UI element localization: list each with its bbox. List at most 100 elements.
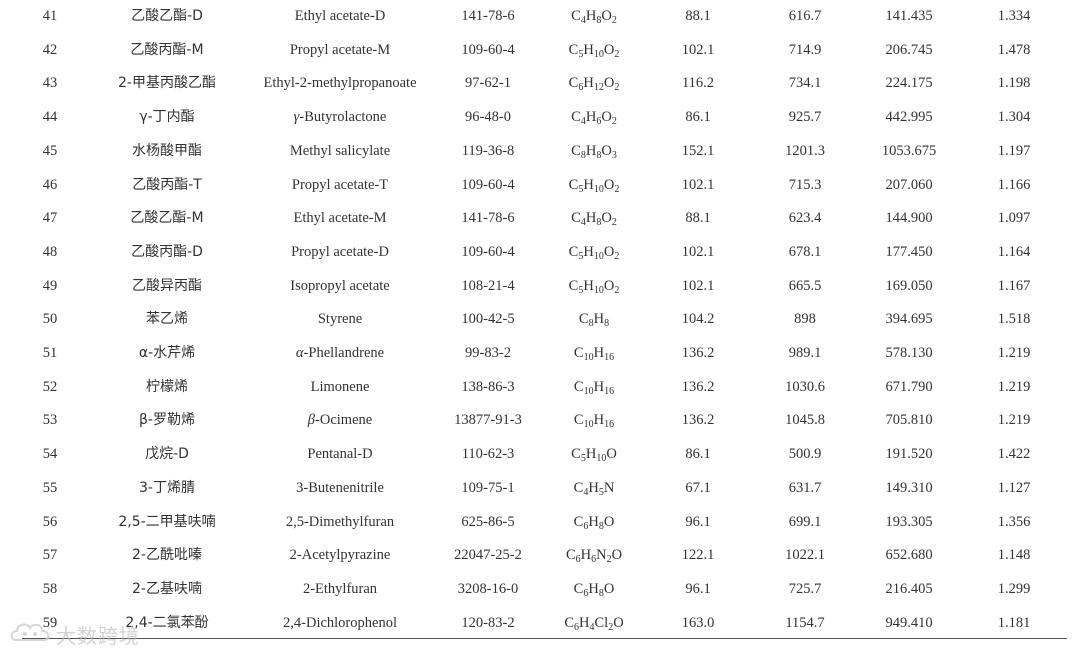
formula-text: O [601, 142, 612, 159]
formula-text: C [573, 580, 584, 597]
cell-retention-index: 500.9 [788, 446, 822, 463]
cell-retention-time: 652.680 [885, 547, 933, 564]
formula-subscript: 2 [611, 15, 617, 26]
cell-cas-number: 99-83-2 [465, 345, 511, 361]
formula-subscript: 6 [583, 587, 589, 599]
cell-cas-number: 625-86-5 [461, 513, 515, 530]
formula-subscript: 10 [593, 183, 604, 195]
cell-drift-time: 1.219 [997, 345, 1031, 361]
formula-subscript: 8 [596, 149, 602, 161]
formula-text: C [573, 345, 584, 361]
table-row: 45 水杨酸甲酯 Methyl salicylate 119-36-8 C8H8O3 15… [0, 135, 1080, 169]
cell-formula: C5H10O [571, 438, 617, 472]
cell-chinese-name: 柠檬烯 [146, 378, 188, 395]
cell-formula: C6H8O [574, 573, 615, 607]
cell-number: 47 [42, 210, 58, 227]
formula-text: O [603, 580, 615, 597]
cell-molecular-weight: 96.1 [685, 580, 711, 597]
table-row: 58 2-乙基呋喃 2-Ethylfuran 3208-16-0 C6H8O 96.1 72… [0, 573, 1080, 607]
formula-text: C [571, 109, 581, 126]
cell-english-name: Propyl acetate-M [290, 34, 390, 68]
cell-retention-time: 578.130 [885, 345, 933, 361]
cell-english-name: Isopropyl acetate [290, 270, 389, 304]
formula-text: C [568, 75, 579, 92]
cell-chinese-name: 乙酸丙酯-T [132, 176, 202, 193]
cell-chinese-name: 乙酸丙酯-M [130, 41, 204, 58]
formula-text: C [568, 176, 579, 193]
cell-drift-time: 1.167 [997, 277, 1031, 294]
formula-text: H [588, 580, 599, 597]
table-row: 50 苯乙烯 Styrene 100-42-5 C8H8 104.2 898 394.695 1… [0, 303, 1080, 337]
formula-subscript: 8 [598, 587, 604, 599]
cell-retention-time: 144.900 [885, 210, 933, 227]
formula-text: C [568, 243, 579, 260]
formula-subscript: 10 [593, 48, 604, 60]
formula-text: C [564, 614, 574, 631]
cell-molecular-weight: 163.0 [681, 614, 715, 631]
cell-retention-time: 1053.675 [881, 142, 937, 159]
formula-subscript: 10 [593, 284, 604, 296]
cell-number: 51 [42, 345, 58, 361]
cell-formula: C4H8O2 [571, 0, 617, 34]
formula-subscript: 16 [604, 352, 615, 363]
cell-retention-time: 207.060 [885, 176, 933, 193]
formula-text: C [568, 41, 579, 58]
formula-text: O [603, 243, 615, 260]
cell-retention-index: 1045.8 [785, 412, 825, 429]
cell-molecular-weight: 152.1 [681, 142, 715, 159]
cell-retention-time: 224.175 [885, 75, 933, 92]
cell-cas-number: 138-86-3 [461, 378, 515, 395]
cell-drift-time: 1.197 [997, 142, 1031, 159]
formula-text: O [611, 547, 623, 564]
cell-retention-index: 699.1 [788, 513, 822, 530]
cell-drift-time: 1.299 [997, 580, 1031, 597]
formula-subscript: 2 [614, 183, 620, 195]
formula-text: H [585, 8, 597, 24]
cell-formula: C5H10O2 [569, 236, 620, 270]
formula-text: H [583, 277, 594, 294]
cell-formula: C4H6O2 [571, 101, 617, 135]
formula-text: H [583, 75, 594, 92]
cell-chinese-name: 2-甲基丙酸乙酯 [118, 75, 216, 92]
cell-retention-time: 949.410 [885, 614, 933, 631]
cell-molecular-weight: 136.2 [681, 412, 715, 429]
cell-chinese-name: 3-丁烯腈 [139, 479, 195, 496]
formula-subscript: 10 [593, 250, 604, 262]
cell-molecular-weight: 136.2 [681, 345, 715, 361]
cell-retention-index: 898 [794, 311, 816, 328]
cell-formula: C6H6N2O [566, 539, 622, 573]
formula-subscript: 2 [614, 250, 620, 262]
cell-formula: C6H8O [574, 506, 615, 540]
english-name-text: -Ocimene [315, 412, 373, 429]
cell-english-name: γ-Butyrolactone [294, 101, 387, 135]
table-row: 59 2,4-二氯苯酚 2,4-Dichlorophenol 120-83-2 C6H4… [0, 607, 1080, 641]
cell-english-name: Styrene [318, 303, 362, 337]
cell-chinese-name: 2,5-二甲基呋喃 [118, 513, 216, 530]
formula-text: C [571, 210, 581, 227]
cell-number: 45 [42, 142, 58, 159]
formula-subscript: 2 [614, 48, 620, 60]
formula-text: C [573, 479, 584, 496]
cell-drift-time: 1.198 [997, 75, 1031, 92]
formula-text: C [571, 446, 581, 463]
cell-english-name: Methyl salicylate [290, 135, 390, 169]
cell-chinese-name: 2,4-二氯苯酚 [125, 614, 209, 631]
formula-text: H [588, 479, 599, 496]
cell-retention-index: 1030.6 [785, 378, 825, 395]
english-name-text: Ethyl acetate-M [293, 210, 387, 227]
cell-retention-index: 623.4 [788, 210, 822, 227]
formula-subscript: 3 [611, 149, 617, 161]
cell-cas-number: 120-83-2 [461, 614, 515, 631]
cell-molecular-weight: 102.1 [681, 277, 715, 294]
cell-retention-time: 149.310 [885, 479, 933, 496]
cell-number: 54 [42, 446, 58, 463]
cell-number: 42 [42, 41, 58, 58]
cell-retention-index: 1154.7 [785, 614, 825, 631]
formula-text: O [613, 614, 624, 631]
formula-subscript: 6 [591, 554, 597, 566]
cell-chinese-name: 乙酸异丙酯 [132, 277, 202, 294]
formula-text: C [571, 142, 581, 159]
cell-retention-index: 734.1 [788, 75, 822, 92]
table-bottom-rule [22, 638, 1067, 639]
cell-molecular-weight: 96.1 [685, 513, 711, 530]
